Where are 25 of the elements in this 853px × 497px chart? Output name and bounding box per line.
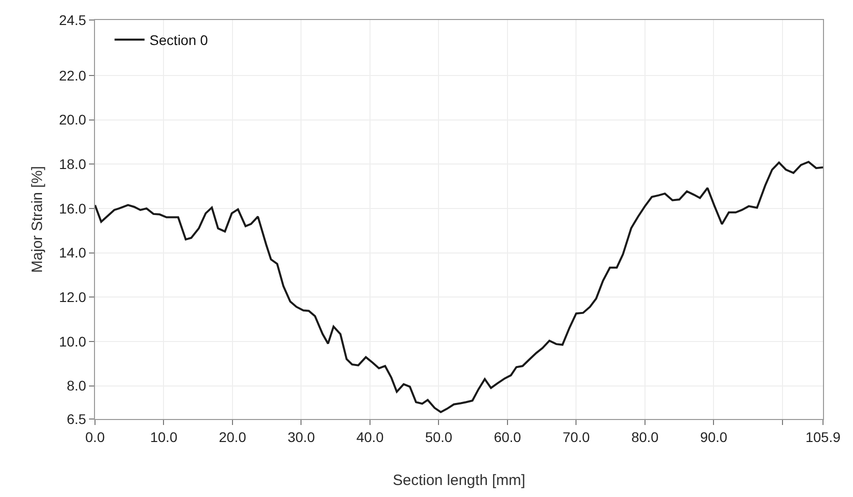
y-tick-label: 10.0 [58,333,86,350]
x-tick-label: 60.0 [494,428,522,445]
x-tick-label: 20.0 [218,428,246,445]
x-tick-label: 30.0 [288,428,316,445]
y-tick-label: 22.0 [58,67,86,84]
y-tick-label: 14.0 [58,244,86,261]
y-tick-label: 20.0 [58,112,86,128]
line-series [95,160,823,414]
x-tick-label: 80.0 [631,428,659,445]
x-tick-label: 10.0 [150,428,178,445]
y-tick-label: 16.0 [58,200,86,216]
x-tick-label: 40.0 [356,428,384,445]
y-tick-label: 24.5 [58,12,86,28]
y-tick-label: 12.0 [58,288,86,305]
y-axis-title: Major Strain [%] [29,166,46,273]
y-tick-label: 8.0 [66,378,86,394]
x-tick-label: 50.0 [425,428,453,445]
x-tick-label: 105.9 [805,428,841,445]
x-tick-label: 0.0 [85,428,105,445]
legend-label: Section 0 [150,32,208,48]
x-axis-title: Section length [mm] [392,472,526,489]
y-tick-label: 6.5 [66,410,86,427]
y-tick-label: 18.0 [58,156,86,172]
x-tick-label: 70.0 [562,428,590,445]
x-tick-label: 90.0 [700,428,728,445]
